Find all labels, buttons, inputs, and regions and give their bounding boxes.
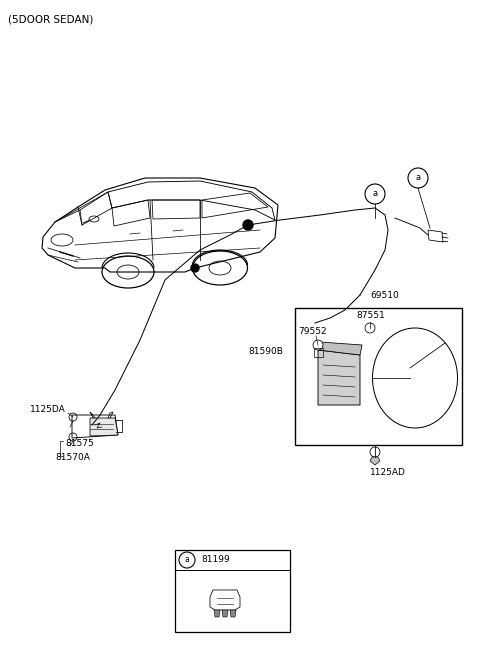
- Polygon shape: [230, 610, 236, 617]
- Polygon shape: [318, 350, 360, 405]
- Text: 87551: 87551: [356, 311, 385, 320]
- Text: 81570A: 81570A: [55, 453, 90, 462]
- Circle shape: [243, 220, 253, 230]
- Text: 81575: 81575: [65, 438, 94, 447]
- Circle shape: [191, 264, 199, 272]
- Polygon shape: [214, 610, 220, 617]
- Text: a: a: [372, 190, 378, 199]
- Text: 1125DA: 1125DA: [30, 405, 66, 415]
- Text: a: a: [185, 556, 190, 565]
- Text: 81199: 81199: [201, 556, 230, 565]
- Bar: [175, 550, 290, 632]
- Text: 69510: 69510: [370, 291, 399, 300]
- Bar: [314, 348, 323, 357]
- Polygon shape: [222, 610, 228, 617]
- Text: 79552: 79552: [298, 327, 326, 336]
- Circle shape: [365, 323, 375, 333]
- Text: a: a: [415, 173, 420, 182]
- Circle shape: [370, 447, 380, 457]
- Polygon shape: [370, 457, 380, 465]
- Text: 81590B: 81590B: [248, 348, 283, 356]
- Text: (5DOOR SEDAN): (5DOOR SEDAN): [8, 14, 94, 24]
- Polygon shape: [318, 342, 362, 355]
- Circle shape: [313, 340, 323, 350]
- Polygon shape: [90, 418, 118, 436]
- Text: 1125AD: 1125AD: [370, 468, 406, 477]
- Bar: [295, 308, 462, 445]
